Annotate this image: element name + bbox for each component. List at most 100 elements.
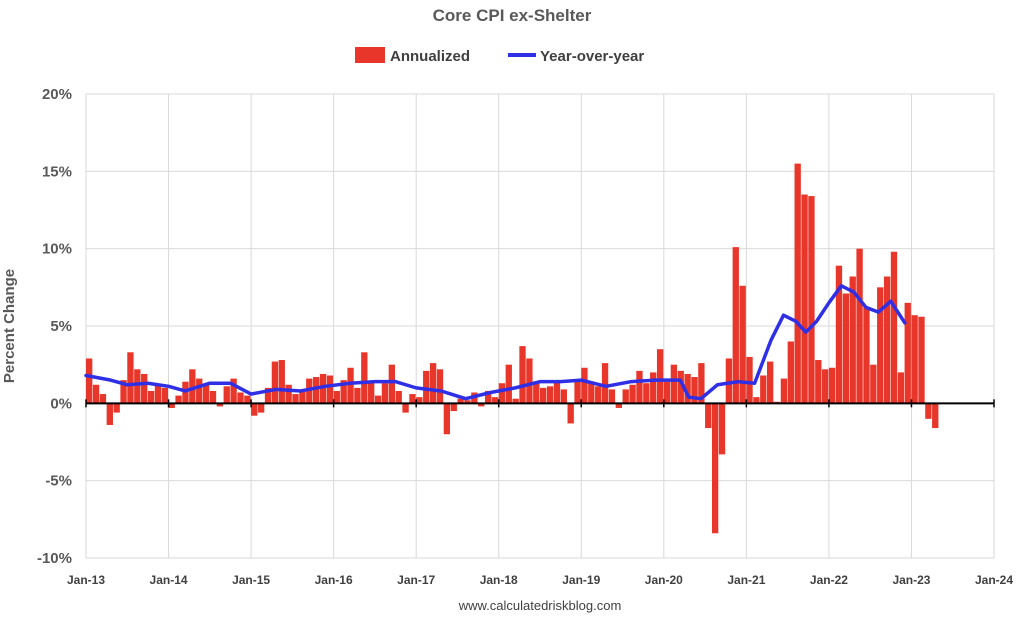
bar-annualized	[271, 361, 279, 404]
bar-annualized	[161, 387, 168, 404]
bar-annualized	[725, 358, 733, 404]
legend-label-yoy: Year-over-year	[540, 48, 644, 65]
bar-annualized	[643, 383, 650, 404]
bar-annualized	[918, 316, 925, 404]
bar-annualized	[209, 390, 217, 404]
bar-annualized	[677, 370, 684, 404]
bar-annualized	[932, 403, 939, 429]
bar-annualized	[299, 389, 306, 404]
bar-annualized	[388, 364, 395, 404]
source-credit: www.calculatedriskblog.com	[458, 598, 622, 613]
bar-annualized	[464, 400, 471, 404]
bar-annualized	[120, 380, 127, 404]
bar-annualized	[202, 384, 210, 404]
bar-annualized	[141, 373, 148, 404]
bar-annualized	[822, 369, 829, 404]
bar-annualized	[92, 384, 100, 404]
bar-annualized	[663, 381, 671, 404]
bar-annualized	[106, 403, 113, 425]
bar-annualized	[147, 390, 155, 404]
bar-annualized	[705, 403, 712, 429]
bar-annualized	[553, 381, 561, 404]
bar-annualized	[925, 403, 932, 419]
bar-annualized	[670, 364, 678, 404]
bar-annualized	[223, 386, 230, 404]
bar-annualized	[718, 403, 726, 455]
bar-annualized	[567, 403, 574, 424]
bar-annualized	[347, 367, 354, 404]
bar-annualized	[512, 398, 519, 404]
bar-annualized	[732, 247, 739, 404]
chart-title: Core CPI ex-Shelter	[433, 6, 592, 25]
bar-annualized	[739, 285, 746, 404]
bar-annualized	[615, 403, 622, 408]
bar-annualized	[890, 251, 898, 404]
legend-swatch-annualized	[355, 47, 385, 63]
bar-annualized	[285, 384, 292, 404]
bar-annualized	[711, 403, 719, 534]
bar-annualized	[189, 369, 196, 404]
bar-annualized	[498, 383, 506, 404]
line-yoy	[84, 284, 907, 401]
bar-annualized	[560, 389, 567, 404]
bar-annualized	[691, 377, 698, 404]
bar-annualized	[478, 403, 485, 407]
bar-annualized	[849, 276, 856, 404]
x-axis-ticks: Jan-13 Jan-14 Jan-15 Jan-16 Jan-17 Jan-18 Jan-…	[67, 573, 1013, 587]
bar-annualized	[361, 352, 368, 404]
bar-annualized	[436, 369, 444, 404]
bar-annualized	[526, 358, 533, 404]
bar-annualized	[423, 370, 430, 404]
bar-annualized	[629, 384, 636, 404]
y-tick-label: -10%	[37, 550, 72, 567]
bar-annualized	[443, 403, 451, 435]
bar-annualized	[897, 372, 905, 404]
bar-annualized	[588, 381, 595, 404]
y-tick-label: -5%	[45, 473, 72, 490]
bar-annualized	[519, 346, 526, 404]
x-tick-label: Jan-22	[810, 573, 848, 587]
bar-annualized	[877, 287, 884, 404]
x-tick-label: Jan-18	[480, 573, 518, 587]
bar-annualized	[319, 373, 327, 404]
bar-annualized	[622, 389, 629, 404]
bar-annualized	[216, 403, 224, 407]
grid	[85, 93, 995, 559]
bar-annualized	[815, 360, 822, 404]
bar-annualized	[650, 372, 657, 404]
bar-annualized	[484, 390, 492, 404]
bar-annualized	[540, 387, 547, 404]
bar-annualized	[581, 367, 588, 404]
bars-annualized	[86, 163, 939, 534]
bar-annualized	[340, 380, 347, 404]
y-tick-label: 20%	[42, 86, 72, 103]
y-tick-label: 10%	[42, 241, 72, 258]
bar-annualized	[698, 363, 705, 404]
bar-annualized	[429, 363, 437, 404]
bar-annualized	[533, 383, 540, 404]
bar-annualized	[237, 392, 244, 404]
bar-annualized	[856, 248, 863, 404]
bar-annualized	[230, 378, 237, 404]
bar-annualized	[863, 307, 870, 404]
x-tick-label: Jan-16	[315, 573, 353, 587]
y-tick-label: 5%	[50, 318, 72, 335]
bar-annualized	[883, 276, 891, 404]
bar-annualized	[416, 397, 423, 404]
bar-annualized	[409, 394, 416, 404]
bar-annualized	[450, 403, 457, 412]
bar-annualized	[546, 386, 554, 404]
bar-annualized	[196, 378, 203, 404]
bar-annualized	[491, 397, 499, 404]
y-tick-label: 0%	[50, 395, 72, 412]
bar-annualized	[154, 384, 162, 404]
y-axis-ticks: -10% -5% 0% 5% 10% 15% 20%	[37, 86, 72, 567]
bar-annualized	[127, 352, 134, 404]
bar-annualized	[257, 403, 265, 413]
bar-annualized	[374, 395, 382, 404]
bar-annualized	[113, 403, 120, 413]
bar-annualized	[368, 381, 375, 404]
bar-annualized	[251, 403, 258, 416]
bar-annualized	[278, 360, 285, 404]
